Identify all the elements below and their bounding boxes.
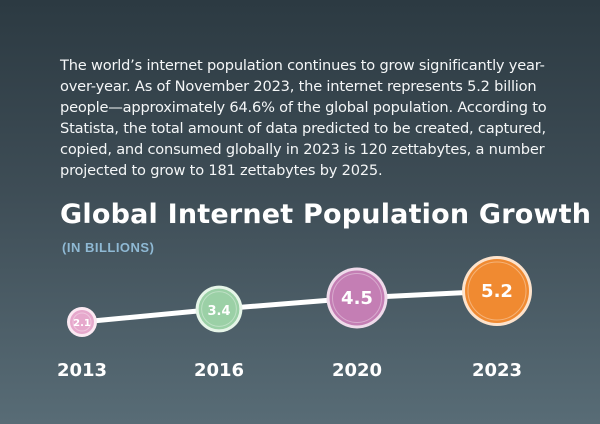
- data-point-2013: 2.1: [67, 307, 97, 337]
- data-label: 4.5: [341, 288, 373, 309]
- data-point-2016: 3.4: [195, 285, 243, 333]
- intro-paragraph: The world’s internet population continue…: [60, 56, 547, 179]
- data-point-2023: 5.2: [462, 256, 532, 326]
- data-label: 2.1: [73, 318, 91, 329]
- x-tick-label: 2020: [332, 360, 382, 381]
- chart-subtitle: (IN BILLIONS): [62, 240, 155, 255]
- point-marker: [465, 259, 529, 323]
- series-line: [79, 288, 500, 325]
- chart-title: Global Internet Population Growth: [60, 199, 592, 230]
- x-tick-label: 2023: [472, 360, 522, 381]
- point-inner-ring: [72, 312, 92, 332]
- point-marker: [329, 270, 385, 326]
- data-point-2020: 4.5: [326, 267, 388, 329]
- data-label: 5.2: [481, 281, 513, 302]
- point-inner-ring: [201, 291, 237, 327]
- point-inner-ring: [332, 273, 382, 323]
- point-marker: [70, 310, 94, 334]
- x-tick-label: 2016: [194, 360, 244, 381]
- point-inner-ring: [467, 261, 527, 321]
- point-marker: [198, 288, 240, 330]
- data-label: 3.4: [207, 304, 230, 319]
- x-tick-label: 2013: [57, 360, 107, 381]
